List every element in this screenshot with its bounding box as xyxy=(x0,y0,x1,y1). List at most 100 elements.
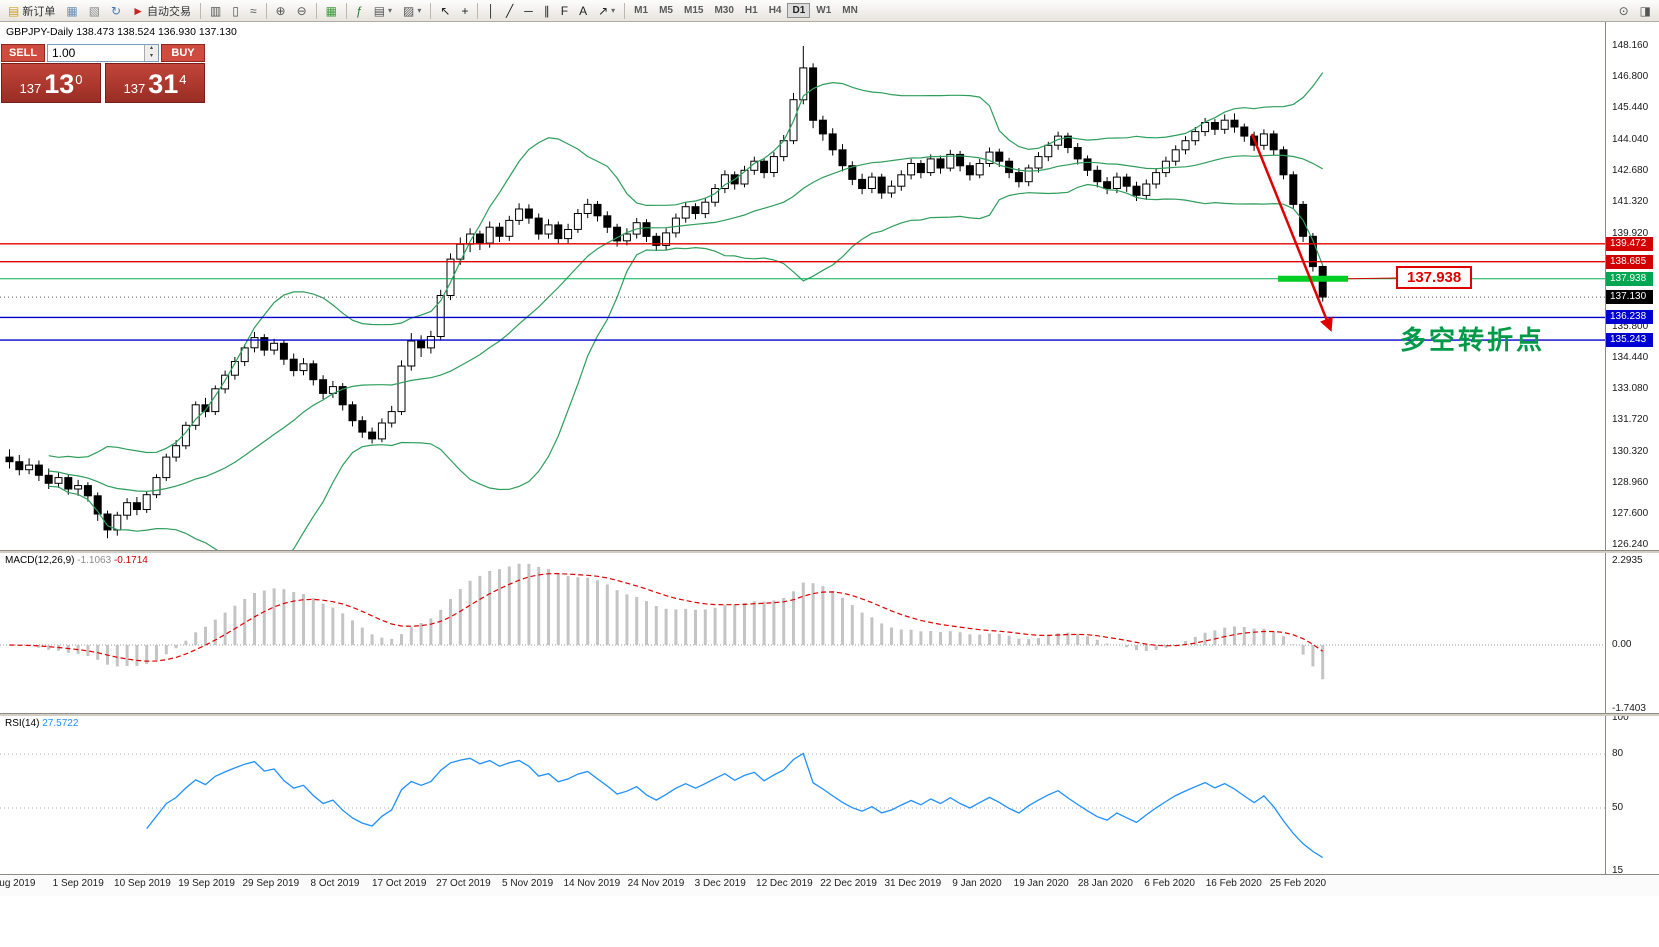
periods-icon: ▤ xyxy=(373,3,386,18)
rsi-panel-splitter[interactable] xyxy=(0,713,1659,716)
text-button[interactable]: A xyxy=(574,1,592,21)
chart-title: GBPJPY-Daily 138.473 138.524 136.930 137… xyxy=(6,26,237,38)
sell-button[interactable]: SELL xyxy=(1,44,45,62)
trendline-button[interactable]: ╱ xyxy=(501,1,518,21)
macd-label: MACD(12,26,9) xyxy=(5,555,75,566)
trendline-icon: ╱ xyxy=(505,3,514,18)
new-order-button[interactable]: ▤ 新订单 xyxy=(3,1,60,21)
rsi-label: RSI(14) xyxy=(5,718,40,729)
timeframe-m1[interactable]: M1 xyxy=(634,5,649,16)
templates-button[interactable]: ▨ ▾ xyxy=(398,1,426,21)
rsi-value: 27.5722 xyxy=(42,718,79,729)
date-axis xyxy=(0,874,1659,896)
macd-panel-splitter[interactable] xyxy=(0,550,1659,553)
auto-trading-button[interactable]: ► 自动交易 xyxy=(127,1,196,21)
buy-button[interactable]: BUY xyxy=(161,44,205,62)
zoom-out-icon: ⊖ xyxy=(296,3,307,18)
templates-icon: ▨ xyxy=(403,3,415,18)
line-chart-button[interactable]: ≈ xyxy=(245,1,262,21)
auto-trading-button-label: 自动交易 xyxy=(146,5,191,18)
bar-chart-button[interactable]: ▥ xyxy=(205,1,226,21)
buy-price-button[interactable]: 137 31 4 xyxy=(105,63,205,103)
timeframe-m30[interactable]: M30 xyxy=(714,5,734,16)
zoom-out-button[interactable]: ⊖ xyxy=(292,1,312,21)
panels-button[interactable]: ◨ xyxy=(1635,1,1656,21)
auto-trading-icon: ► xyxy=(132,3,144,18)
cursor-button[interactable]: ↖ xyxy=(435,1,455,21)
indicators-button[interactable]: ƒ xyxy=(351,1,368,21)
toolbar-separator xyxy=(315,2,317,19)
refresh-button[interactable]: ↻ xyxy=(106,1,126,21)
text-icon: A xyxy=(579,3,588,18)
periods-button[interactable]: ▤ ▾ xyxy=(369,1,397,21)
charts-icon: ▦ xyxy=(66,3,78,18)
crosshair-button[interactable]: + xyxy=(456,1,473,21)
sell-price-prefix: 137 xyxy=(19,80,42,96)
timeframe-w1[interactable]: W1 xyxy=(816,5,832,16)
macd-header: MACD(12,26,9) -1.1063 -0.1714 xyxy=(5,555,148,566)
timeframe-m5[interactable]: M5 xyxy=(659,5,673,16)
profiles-icon: ▧ xyxy=(88,3,101,18)
horizontal-line-icon: ─ xyxy=(524,3,533,18)
channel-icon: ∥ xyxy=(543,3,550,18)
magnifier-button[interactable]: ⊙ xyxy=(1614,1,1634,21)
tile-windows-button[interactable]: ▦ xyxy=(321,1,342,21)
toolbar: ▤ 新订单 ▦ ▧ ↻ ► 自动交易 ▥ ▯ ≈ ⊕ ⊖ ▦ ƒ ▤ ▾ ▨ ▾ ↖ + │ ╱ ─ ∥ F A ↗ ▾ M1 M5 M15… xyxy=(0,0,1659,22)
toolbar-separator xyxy=(430,2,432,19)
rsi-layer xyxy=(0,752,1605,859)
zoom-in-button[interactable]: ⊕ xyxy=(271,1,291,21)
charts-button[interactable]: ▦ xyxy=(61,1,82,21)
timeframe-h4[interactable]: H4 xyxy=(768,5,782,16)
volume-increase-button[interactable]: ▴ xyxy=(145,45,158,53)
timeframe-m15[interactable]: M15 xyxy=(683,5,704,16)
panels-icon: ◨ xyxy=(1639,3,1651,18)
buy-price-point: 4 xyxy=(179,72,187,87)
sell-price-button[interactable]: 137 13 0 xyxy=(1,63,101,103)
profiles-button[interactable]: ▧ xyxy=(84,1,105,21)
timeframe-d1[interactable]: D1 xyxy=(787,3,811,18)
buy-price-pips: 31 xyxy=(148,69,179,99)
toolbar-separator xyxy=(346,2,347,19)
sell-price-pips: 13 xyxy=(44,69,75,99)
timeframe-mn[interactable]: MN xyxy=(842,5,858,16)
price-callout[interactable]: 137.938 xyxy=(1396,266,1473,289)
chevron-down-icon: ▾ xyxy=(611,6,616,15)
vertical-line-icon: │ xyxy=(487,3,495,18)
line-chart-icon: ≈ xyxy=(249,3,257,18)
volume-stepper: ▴ ▾ xyxy=(144,45,158,61)
toolbar-separator xyxy=(199,2,201,19)
macd-value: -1.1063 xyxy=(77,555,112,566)
volume-decrease-button[interactable]: ▾ xyxy=(145,53,158,61)
horizontal-line-button[interactable]: ─ xyxy=(519,1,538,21)
volume-field: ▴ ▾ xyxy=(47,44,159,62)
arrows-icon: ↗ xyxy=(598,3,609,18)
candle-chart-icon: ▯ xyxy=(232,3,239,18)
tile-windows-icon: ▦ xyxy=(325,3,337,18)
timeframe-h1[interactable]: H1 xyxy=(744,5,758,16)
sell-price-point: 0 xyxy=(75,72,83,87)
rsi-header: RSI(14) 27.5722 xyxy=(5,718,78,729)
one-click-trading-panel: SELL ▴ ▾ BUY 137 13 0 137 31 4 xyxy=(1,44,205,103)
volume-input[interactable] xyxy=(48,46,144,60)
toolbar-separator xyxy=(265,2,267,19)
price-axis-separator xyxy=(1605,22,1606,874)
buy-price-prefix: 137 xyxy=(123,80,146,96)
new-order-icon: ▤ xyxy=(8,3,20,18)
candle-chart-button[interactable]: ▯ xyxy=(227,1,244,21)
fibonacci-icon: F xyxy=(560,3,569,18)
crosshair-icon: + xyxy=(461,3,469,18)
indicators-icon: ƒ xyxy=(356,3,363,18)
toolbar-separator xyxy=(477,2,479,19)
vertical-line-button[interactable]: │ xyxy=(482,1,500,21)
refresh-icon: ↻ xyxy=(111,3,122,18)
turning-point-label[interactable]: 多空转折点 xyxy=(1400,325,1546,355)
channel-button[interactable]: ∥ xyxy=(539,1,555,21)
chevron-down-icon: ▾ xyxy=(388,6,393,15)
arrows-button[interactable]: ↗ ▾ xyxy=(593,1,620,21)
magnifier-icon: ⊙ xyxy=(1618,3,1629,18)
chevron-down-icon: ▾ xyxy=(417,6,422,15)
fibonacci-button[interactable]: F xyxy=(556,1,573,21)
toolbar-separator xyxy=(624,2,626,19)
